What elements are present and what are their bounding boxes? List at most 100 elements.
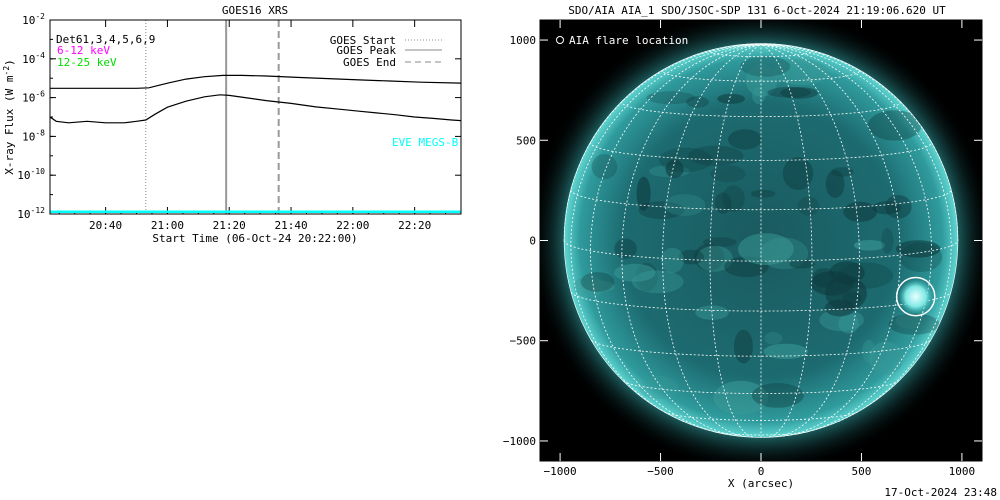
aia-x-tick-label: 1000 <box>949 465 976 478</box>
aia-legend-text: AIA flare location <box>569 34 688 47</box>
aia-y-tick-label: 1000 <box>510 34 537 47</box>
solar-texture-blob <box>899 242 943 272</box>
solar-texture-blob <box>763 343 808 360</box>
solar-texture-blob <box>710 165 746 183</box>
xrs-series-line-1 <box>50 94 461 124</box>
aia-x-tick-label: −1000 <box>544 465 577 478</box>
aia-x-axis-label: X (arcsec) <box>728 477 794 490</box>
solar-texture-blob <box>678 249 705 265</box>
solar-texture-blob <box>646 91 696 105</box>
xrs-x-axis-label: Start Time (06-Oct-24 20:22:00) <box>152 232 357 245</box>
legend-6-12-kev: 6-12 keV <box>57 44 110 57</box>
solar-texture-blob <box>853 240 886 251</box>
xrs-legend-right: GOES Start GOES Peak GOES End <box>330 34 442 69</box>
grid-line <box>761 44 830 57</box>
aia-y-tick-label: −1000 <box>503 435 536 448</box>
solar-texture-blob <box>767 87 812 98</box>
legend-goes-start: GOES Start <box>330 34 396 47</box>
flare-glow <box>898 279 933 314</box>
xrs-y-tick-label: 10-2 <box>22 12 45 27</box>
solar-texture-blob <box>824 299 855 317</box>
solar-texture-blob <box>830 167 854 177</box>
solar-texture-blob <box>665 159 684 179</box>
aia-x-tick-label: 0 <box>758 465 765 478</box>
plot-timestamp: 17-Oct-2024 23:48 <box>884 486 997 499</box>
aia-y-tick-label: 500 <box>516 134 536 147</box>
aia-y-tick-label: 0 <box>529 235 536 248</box>
aia-image <box>540 20 982 461</box>
aia-y-tick-label: −500 <box>510 335 537 348</box>
solar-texture-blob <box>750 189 776 198</box>
xrs-y-tick-label: 10-8 <box>22 128 45 143</box>
solar-texture-blob <box>591 154 618 180</box>
solar-texture-blob <box>872 201 902 215</box>
xrs-y-tick-label: 10-12 <box>17 206 45 221</box>
grid-line <box>760 43 776 46</box>
solar-texture-blob <box>740 56 791 77</box>
solar-texture-blob <box>636 176 651 211</box>
solar-texture-blob <box>688 145 744 166</box>
solar-texture-blob <box>733 329 753 364</box>
grid-line <box>623 380 899 394</box>
xrs-y-tick-label: 10-4 <box>22 51 45 66</box>
solar-texture-blob <box>728 129 762 150</box>
xrs-x-ticks: 20:40 21:00 21:20 21:40 22:00 22:20 <box>58 20 447 232</box>
solar-texture-blob <box>829 261 865 284</box>
solar-texture-blob <box>773 59 829 85</box>
solar-texture-blob <box>895 313 926 329</box>
solar-texture-blob <box>713 380 769 415</box>
solar-texture-blob <box>580 272 615 292</box>
solar-texture-blob <box>717 93 745 104</box>
solar-texture-blob <box>884 195 912 219</box>
solar-texture-blob <box>714 192 732 214</box>
solar-texture-blob <box>738 233 794 265</box>
solar-texture-blob <box>694 243 725 271</box>
legend-goes-peak: GOES Peak <box>336 44 396 57</box>
solar-texture-blob <box>658 147 713 173</box>
grid-line <box>662 68 860 82</box>
grid-line <box>760 44 813 438</box>
xrs-x-tick-label: 21:40 <box>274 219 307 232</box>
solar-texture-blob <box>797 196 820 216</box>
solar-texture-blob <box>896 240 941 258</box>
solar-texture-blob <box>843 201 878 222</box>
legend-goes-end: GOES End <box>343 56 396 69</box>
goes-xrs-plot: GOES16 XRS 10-2 10-4 10-6 10-8 10-10 10-12 20… <box>2 4 462 245</box>
grid-line <box>570 189 952 211</box>
grid-line <box>760 44 959 241</box>
aia-x-ticks: −1000 −500 0 500 1000 <box>544 20 976 478</box>
flare-location-marker <box>895 276 936 317</box>
solar-texture-blob <box>782 157 814 190</box>
solar-texture-blob <box>722 185 745 213</box>
solar-texture-blob <box>573 275 605 298</box>
solar-texture-blob <box>695 305 729 320</box>
xrs-y-tick-label: 10-6 <box>22 90 45 105</box>
aia-x-tick-label: −500 <box>647 465 674 478</box>
xrs-x-tick-label: 22:20 <box>398 219 431 232</box>
eve-megs-b-annotation: EVE MEGS-B <box>392 136 459 149</box>
heliographic-grid <box>563 43 959 438</box>
xrs-x-tick-label: 21:00 <box>151 219 184 232</box>
grid-line <box>563 44 762 241</box>
xrs-x-tick-label: 21:20 <box>213 219 246 232</box>
aia-title: SDO/AIA AIA_1 SDO/JSOC-SDP 131 6-Oct-202… <box>568 4 946 17</box>
xrs-title: GOES16 XRS <box>222 4 288 17</box>
grid-line <box>591 339 931 357</box>
solar-texture-blob <box>639 375 679 400</box>
solar-texture-blob <box>703 237 737 248</box>
legend-12-25-kev: 12-25 keV <box>57 56 117 69</box>
solar-texture-blob <box>881 227 894 254</box>
grid-line <box>590 141 932 161</box>
xrs-x-tick-label: 20:40 <box>89 219 122 232</box>
solar-texture-blob <box>664 194 706 216</box>
xrs-legend-left: Det61,3,4,5,6,9 6-12 keV 12-25 keV <box>56 33 155 69</box>
solar-texture-blob <box>660 247 685 273</box>
solar-texture-blob <box>614 263 656 282</box>
solar-texture-blob <box>764 332 783 345</box>
solar-texture-blob <box>869 341 903 375</box>
xrs-series <box>50 74 461 214</box>
legend-detectors: Det61,3,4,5,6,9 <box>56 33 155 46</box>
xrs-x-tick-label: 22:00 <box>336 219 369 232</box>
solar-texture-blob <box>745 63 778 97</box>
